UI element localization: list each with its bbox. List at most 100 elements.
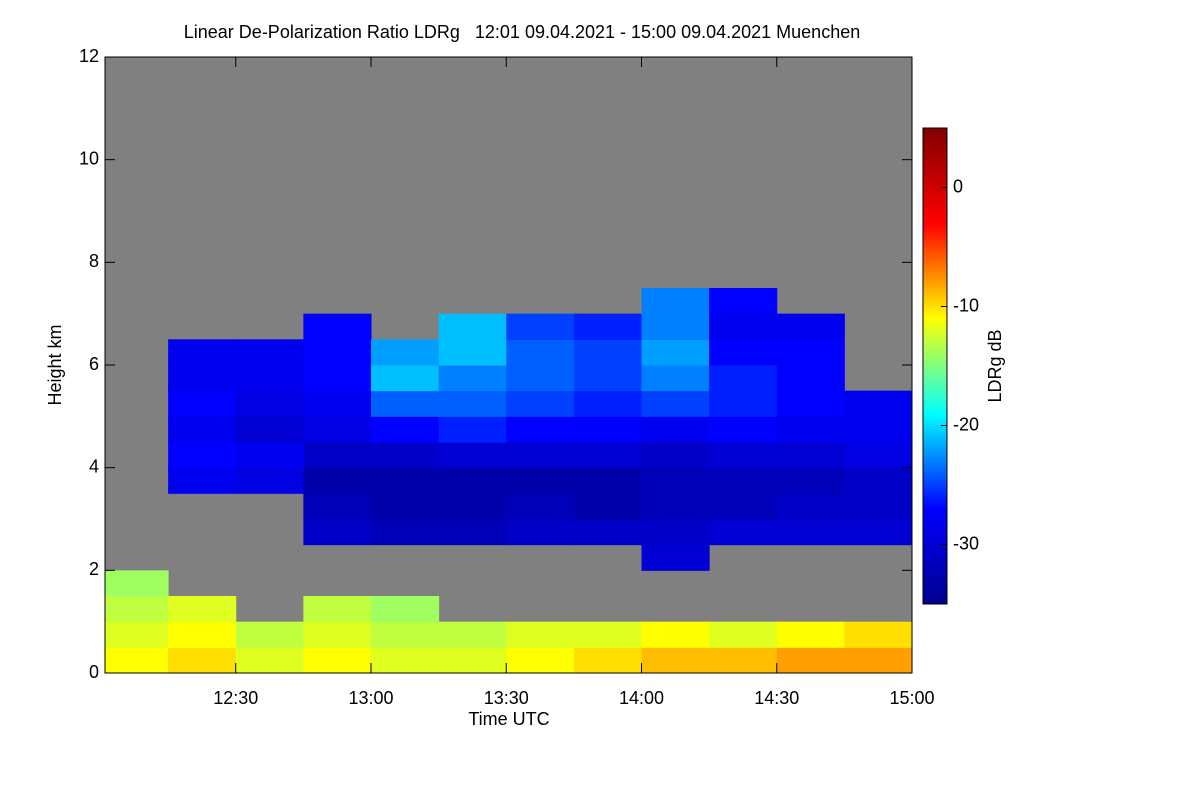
heatmap-cell — [370, 647, 440, 674]
heatmap-cell — [573, 647, 642, 674]
y-tick-label: 2 — [89, 559, 99, 579]
heatmap-cell — [303, 519, 372, 546]
heatmap-cell — [303, 442, 372, 469]
heatmap-cell — [235, 647, 304, 674]
heatmap-cell — [641, 365, 710, 392]
heatmap-cell — [438, 365, 507, 392]
heatmap-cell — [235, 621, 304, 648]
x-tick-label: 12:30 — [213, 688, 258, 708]
heatmap-cell — [844, 390, 913, 417]
heatmap-cell — [303, 647, 372, 674]
heatmap-cell — [506, 621, 575, 648]
x-tick-label: 13:00 — [348, 688, 393, 708]
y-tick-label: 10 — [79, 148, 99, 168]
heatmap-cell — [105, 570, 169, 597]
heatmap-cell — [105, 596, 169, 623]
heatmap-cell — [709, 288, 778, 315]
heatmap-cell — [370, 467, 440, 494]
colorbar-tick-label: -30 — [953, 533, 979, 553]
heatmap-cell — [776, 339, 845, 366]
heatmap-cell — [573, 416, 642, 443]
heatmap-cell — [776, 442, 845, 469]
heatmap-cell — [370, 596, 440, 623]
heatmap-cell — [573, 519, 642, 546]
heatmap-cell — [641, 467, 710, 494]
heatmap-cell — [844, 467, 913, 494]
heatmap-cell — [844, 416, 913, 443]
heatmap-cell — [168, 442, 237, 469]
heatmap-cell — [776, 390, 845, 417]
heatmap-cell — [168, 621, 237, 648]
heatmap-cell — [235, 416, 304, 443]
heatmap-cell — [506, 467, 575, 494]
heatmap-cell — [370, 493, 440, 520]
heatmap-cell — [168, 365, 237, 392]
heatmap-cell — [573, 493, 642, 520]
heatmap-cell — [438, 313, 507, 340]
heatmap-cell — [776, 416, 845, 443]
heatmap-cell — [303, 365, 372, 392]
heatmap-cell — [438, 416, 507, 443]
heatmap-cell — [641, 519, 710, 546]
heatmap-cell — [438, 519, 507, 546]
heatmap-cell — [168, 647, 237, 674]
heatmap-cell — [776, 647, 845, 674]
y-tick-label: 4 — [89, 456, 99, 476]
heatmap-cell — [776, 621, 845, 648]
heatmap-cell — [506, 519, 575, 546]
heatmap-cell — [573, 365, 642, 392]
heatmap-cell — [438, 621, 507, 648]
heatmap-cell — [168, 596, 237, 623]
heatmap-cell — [641, 544, 710, 571]
y-tick-label: 0 — [89, 662, 99, 682]
heatmap-cell — [506, 493, 575, 520]
heatmap-cell — [709, 442, 778, 469]
heatmap-cell — [709, 339, 778, 366]
heatmap-cell — [641, 647, 710, 674]
y-tick-label: 8 — [89, 251, 99, 271]
heatmap-cell — [641, 313, 710, 340]
heatmap-cell — [506, 647, 575, 674]
heatmap-cell — [370, 442, 440, 469]
heatmap-cell — [641, 442, 710, 469]
heatmap-cell — [235, 442, 304, 469]
heatmap-cell — [844, 621, 913, 648]
heatmap-cell — [709, 493, 778, 520]
heatmap-cell — [709, 416, 778, 443]
heatmap-cell — [641, 288, 710, 315]
heatmap-cell — [506, 390, 575, 417]
heatmap-cell — [370, 339, 440, 366]
heatmap-cell — [303, 621, 372, 648]
heatmap-cell — [776, 313, 845, 340]
heatmap-cell — [105, 647, 169, 674]
heatmap-cell — [641, 621, 710, 648]
heatmap-cell — [641, 493, 710, 520]
heatmap-cell — [709, 621, 778, 648]
heatmap-cell — [303, 416, 372, 443]
heatmap-cell — [641, 416, 710, 443]
heatmap-cell — [641, 339, 710, 366]
heatmap-cell — [438, 493, 507, 520]
heatmap-cell — [709, 647, 778, 674]
heatmap-cell — [438, 339, 507, 366]
heatmap-cell — [168, 467, 237, 494]
heatmap-cell — [506, 416, 575, 443]
heatmap-cell — [235, 467, 304, 494]
heatmap-cell — [168, 390, 237, 417]
colorbar-label: LDRg dB — [985, 329, 1005, 402]
y-tick-label: 12 — [79, 46, 99, 66]
heatmap-cell — [776, 493, 845, 520]
heatmap-cell — [844, 493, 913, 520]
heatmap-cell — [370, 416, 440, 443]
heatmap-cell — [776, 467, 845, 494]
chart-title: Linear De-Polarization Ratio LDRg 12:01 … — [184, 22, 860, 42]
colorbar-tick-label: -20 — [953, 414, 979, 434]
heatmap-cell — [168, 339, 237, 366]
x-tick-label: 14:30 — [754, 688, 799, 708]
y-axis-label: Height km — [45, 324, 65, 405]
heatmap-cell — [573, 442, 642, 469]
colorbar-tick-label: 0 — [953, 176, 963, 196]
heatmap-cell — [709, 519, 778, 546]
heatmap-cell — [573, 621, 642, 648]
